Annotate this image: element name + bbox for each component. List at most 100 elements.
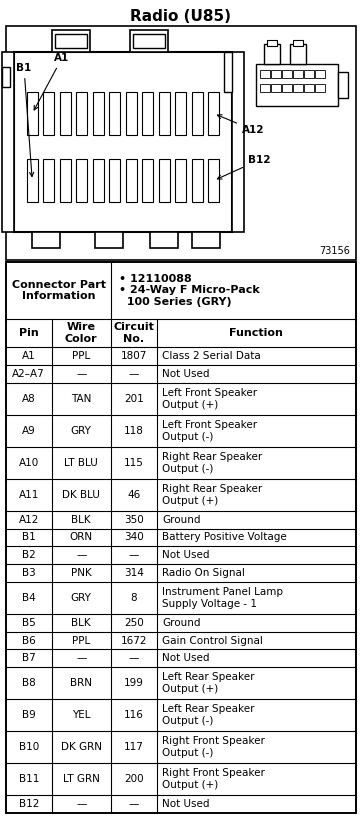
Bar <box>6 262 356 813</box>
Text: —: — <box>76 799 87 809</box>
Text: A12: A12 <box>218 114 265 135</box>
Bar <box>27 158 38 203</box>
Bar <box>76 92 87 136</box>
Bar <box>224 52 232 92</box>
Bar <box>304 70 314 78</box>
Text: B9: B9 <box>22 710 35 721</box>
Bar <box>32 232 60 248</box>
Bar <box>27 92 38 136</box>
Bar <box>315 70 325 78</box>
Bar <box>60 92 71 136</box>
Text: A8: A8 <box>22 394 35 404</box>
Bar <box>175 158 186 203</box>
Bar <box>150 232 178 248</box>
Text: Left Front Speaker
Output (-): Left Front Speaker Output (-) <box>163 420 258 442</box>
Text: —: — <box>76 551 87 560</box>
Bar <box>175 92 186 136</box>
Text: Ground: Ground <box>163 515 201 525</box>
Bar <box>109 92 120 136</box>
Text: Right Rear Speaker
Output (-): Right Rear Speaker Output (-) <box>163 452 263 474</box>
Text: YEL: YEL <box>72 710 90 721</box>
Text: B1: B1 <box>22 533 35 542</box>
Text: 1672: 1672 <box>121 636 147 645</box>
Text: B5: B5 <box>22 618 35 627</box>
Text: DK BLU: DK BLU <box>62 490 100 500</box>
Bar <box>159 92 170 136</box>
Text: GRY: GRY <box>71 593 92 603</box>
Text: Not Used: Not Used <box>163 654 210 663</box>
Text: A2–A7: A2–A7 <box>12 369 45 379</box>
Text: B11: B11 <box>18 775 39 784</box>
Bar <box>52 30 90 52</box>
Text: Ground: Ground <box>163 618 201 627</box>
Text: PPL: PPL <box>72 636 90 645</box>
Bar <box>109 158 120 203</box>
Text: B12: B12 <box>218 155 270 179</box>
Bar <box>192 232 220 248</box>
Text: Wire
Color: Wire Color <box>65 322 98 344</box>
Bar <box>293 70 303 78</box>
Text: GRY: GRY <box>71 426 92 435</box>
Text: B8: B8 <box>22 678 35 688</box>
Bar <box>142 92 153 136</box>
Bar <box>126 158 137 203</box>
Text: BLK: BLK <box>71 618 91 627</box>
Bar <box>338 72 348 98</box>
Bar <box>282 84 292 92</box>
Bar <box>6 262 356 813</box>
Bar <box>260 84 270 92</box>
Text: Right Front Speaker
Output (-): Right Front Speaker Output (-) <box>163 736 265 758</box>
Text: B6: B6 <box>22 636 35 645</box>
Text: Circuit
No.: Circuit No. <box>113 322 154 344</box>
Text: —: — <box>129 654 139 663</box>
Text: —: — <box>129 799 139 809</box>
Bar <box>2 67 10 87</box>
Text: 340: 340 <box>124 533 144 542</box>
Text: B12: B12 <box>18 799 39 809</box>
Text: B2: B2 <box>22 551 35 560</box>
Text: 117: 117 <box>124 742 144 752</box>
Bar <box>6 26 356 260</box>
Text: Instrument Panel Lamp
Supply Voltage - 1: Instrument Panel Lamp Supply Voltage - 1 <box>163 587 283 609</box>
Bar <box>256 64 338 106</box>
Text: DK GRN: DK GRN <box>61 742 102 752</box>
Bar <box>93 158 104 203</box>
Bar <box>93 92 104 136</box>
Text: B7: B7 <box>22 654 35 663</box>
Text: —: — <box>76 654 87 663</box>
Text: 201: 201 <box>124 394 144 404</box>
Bar <box>264 44 280 64</box>
Text: Pin: Pin <box>19 328 39 338</box>
Text: B4: B4 <box>22 593 35 603</box>
Text: 115: 115 <box>124 458 144 468</box>
Bar <box>315 84 325 92</box>
Text: 350: 350 <box>124 515 144 525</box>
Text: Left Rear Speaker
Output (+): Left Rear Speaker Output (+) <box>163 672 255 694</box>
Bar <box>290 44 306 64</box>
Text: Not Used: Not Used <box>163 799 210 809</box>
Bar <box>267 40 277 46</box>
Text: A9: A9 <box>22 426 35 435</box>
Text: Function: Function <box>229 328 283 338</box>
Text: PPL: PPL <box>72 351 90 361</box>
Bar <box>95 232 123 248</box>
Text: 199: 199 <box>124 678 144 688</box>
Bar <box>260 70 270 78</box>
Text: 314: 314 <box>124 568 144 578</box>
Bar <box>43 158 54 203</box>
Bar <box>271 84 281 92</box>
Bar <box>76 158 87 203</box>
Bar <box>293 84 303 92</box>
Bar <box>208 158 219 203</box>
Bar <box>304 84 314 92</box>
Text: 1807: 1807 <box>121 351 147 361</box>
Text: B1: B1 <box>16 63 34 176</box>
Bar <box>130 30 168 52</box>
Bar <box>126 92 137 136</box>
Bar <box>60 158 71 203</box>
Text: Battery Positive Voltage: Battery Positive Voltage <box>163 533 287 542</box>
Text: ORN: ORN <box>70 533 93 542</box>
Text: Not Used: Not Used <box>163 369 210 379</box>
Text: PNK: PNK <box>71 568 92 578</box>
Text: Connector Part
Information: Connector Part Information <box>12 279 105 301</box>
